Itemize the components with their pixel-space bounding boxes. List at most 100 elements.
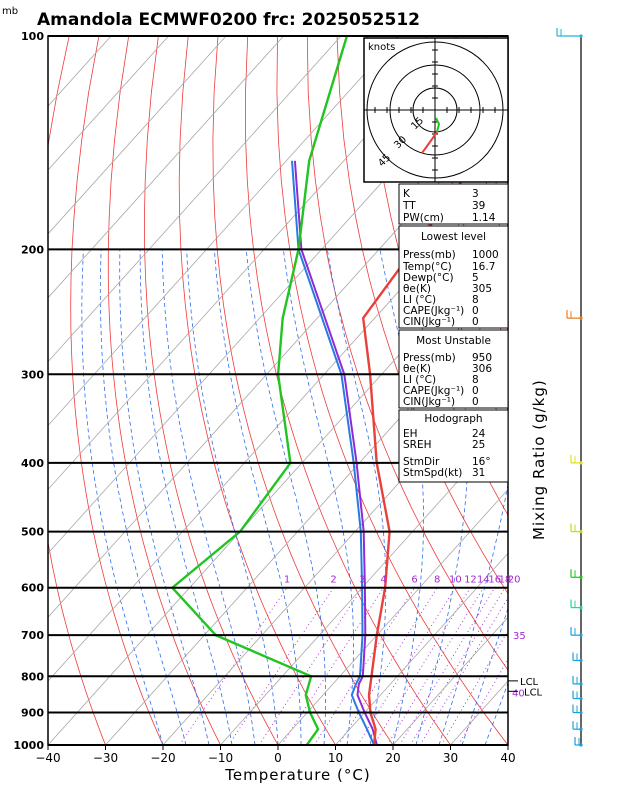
mixing-ratio-label: 16 — [488, 575, 501, 586]
mixing-ratio-label: 8 — [434, 575, 440, 586]
storm-direction-label: StmDir — [403, 456, 440, 468]
dry-adiabat — [245, 36, 451, 745]
moist-adiabat — [161, 249, 256, 745]
wind-level-dot — [579, 529, 583, 534]
virtual-temperature-profile — [293, 160, 378, 745]
wind-level-dot — [579, 575, 583, 579]
temperature-tick-label: 0 — [274, 751, 282, 765]
k-index-value: 3 — [472, 188, 479, 200]
precipitable-water-label: PW(cm) — [403, 212, 444, 224]
moist-adiabat — [245, 249, 326, 745]
pressure-tick-label: 700 — [21, 629, 44, 642]
lowest-cin-label: CIN(Jkg⁻¹) — [403, 316, 455, 328]
isotherm — [220, 424, 508, 745]
wind-level-dot — [579, 633, 583, 637]
lowest-li-label: LI (°C) — [403, 294, 436, 306]
isotherm — [566, 36, 618, 745]
pressure-tick-label: 300 — [21, 368, 44, 381]
pressure-tick-label: 600 — [21, 582, 44, 595]
wind-level-dot — [579, 316, 583, 320]
moist-adiabat — [139, 249, 233, 745]
indices-box-lowest — [398, 225, 509, 329]
mixing-ratio-line — [458, 658, 508, 745]
moist-adiabat — [186, 249, 279, 745]
mixing-ratio-label: 20 — [508, 575, 521, 586]
lowest-dewp-value: 5 — [472, 272, 479, 284]
total-totals-value: 39 — [472, 200, 485, 212]
wind-level-dot — [579, 461, 583, 465]
dry-adiabat — [276, 36, 508, 745]
lowest-theta-e-value: 305 — [472, 283, 492, 295]
temperature-tick-label: 40 — [500, 751, 515, 765]
storm-relative-helicity-value: 25 — [472, 439, 485, 451]
isotherm — [48, 36, 169, 171]
dry-adiabat — [107, 36, 221, 745]
lowest-temp-label: Temp(°C) — [402, 261, 452, 273]
indices-box-hodograph — [398, 409, 509, 483]
temperature-tick-label: −30 — [93, 751, 118, 765]
mu-cape-value: 0 — [472, 385, 479, 397]
storm-speed-value: 31 — [472, 467, 485, 479]
moist-adiabat — [81, 249, 164, 745]
indices-box-summary — [398, 183, 509, 225]
isotherm — [277, 488, 508, 745]
wind-level-dot — [579, 682, 583, 686]
isotherm — [392, 616, 508, 745]
hodograph-units-label: knots — [368, 42, 395, 53]
mu-theta-e-label: θe(K) — [403, 363, 431, 375]
temperature-tick-label: −20 — [150, 751, 175, 765]
lowest-dewp-label: Dewp(°C) — [403, 272, 454, 284]
pressure-tick-label: 400 — [21, 457, 44, 470]
pressure-tick-label: 500 — [21, 526, 44, 539]
moist-adiabat — [379, 249, 424, 745]
moist-adiabat — [99, 249, 187, 745]
wind-level-dot — [579, 696, 583, 701]
lowest-press-value: 1000 — [472, 249, 499, 261]
mu-press-value: 950 — [472, 352, 492, 364]
mixing-ratio-line — [440, 630, 508, 745]
mixing-ratio-line — [228, 587, 334, 745]
isotherm — [48, 233, 508, 745]
dry-adiabat — [48, 36, 106, 745]
storm-direction-value: 16° — [472, 456, 491, 468]
dry-adiabat — [70, 36, 164, 745]
lowest-press-label: Press(mb) — [403, 249, 456, 261]
pressure-tick-label: 200 — [21, 243, 44, 256]
temperature-tick-label: 10 — [328, 751, 343, 765]
temperature-tick-label: 20 — [385, 751, 400, 765]
lowest-theta-e-label: θe(K) — [403, 283, 431, 295]
isotherm — [48, 36, 457, 491]
total-totals-label: TT — [402, 200, 416, 212]
mixing-ratio-label: 3 — [359, 575, 365, 586]
hodograph-trace-low — [435, 117, 441, 133]
isotherm — [48, 36, 342, 363]
mu-cin-label: CIN(Jkg⁻¹) — [403, 396, 455, 408]
dry-adiabat — [545, 36, 618, 745]
pressure-tick-label: 1000 — [13, 739, 44, 752]
isotherm — [48, 36, 227, 235]
mu-theta-e-value: 306 — [472, 363, 492, 375]
most-unstable-header: Most Unstable — [416, 335, 491, 347]
mixing-ratio-line — [387, 587, 484, 745]
pressure-tick-label: 800 — [21, 670, 44, 683]
precipitable-water-value: 1.14 — [472, 212, 496, 224]
mixing-ratio-label: 14 — [477, 575, 490, 586]
indices-box-most-unstable — [398, 329, 509, 409]
mu-cape-label: CAPE(Jkg⁻¹) — [403, 385, 464, 397]
lowest-cape-value: 0 — [472, 305, 479, 317]
lowest-cape-label: CAPE(Jkg⁻¹) — [403, 305, 464, 317]
dry-adiabat — [143, 36, 279, 745]
wind-level-dot — [579, 658, 583, 663]
isotherm — [48, 36, 399, 427]
pressure-tick-label: 100 — [21, 30, 44, 43]
pressure-tick-label: 900 — [21, 707, 44, 720]
wind-level-dot — [579, 605, 583, 610]
isotherm — [48, 36, 112, 107]
mixing-ratio-label: 1 — [284, 575, 290, 586]
temperature-tick-label: −40 — [35, 751, 60, 765]
moist-adiabat — [507, 743, 508, 745]
lowest-level-header: Lowest level — [421, 231, 486, 243]
dry-adiabat — [178, 36, 336, 745]
chart-title: Amandola ECMWF0200 frc: 2025052512 — [37, 10, 420, 30]
